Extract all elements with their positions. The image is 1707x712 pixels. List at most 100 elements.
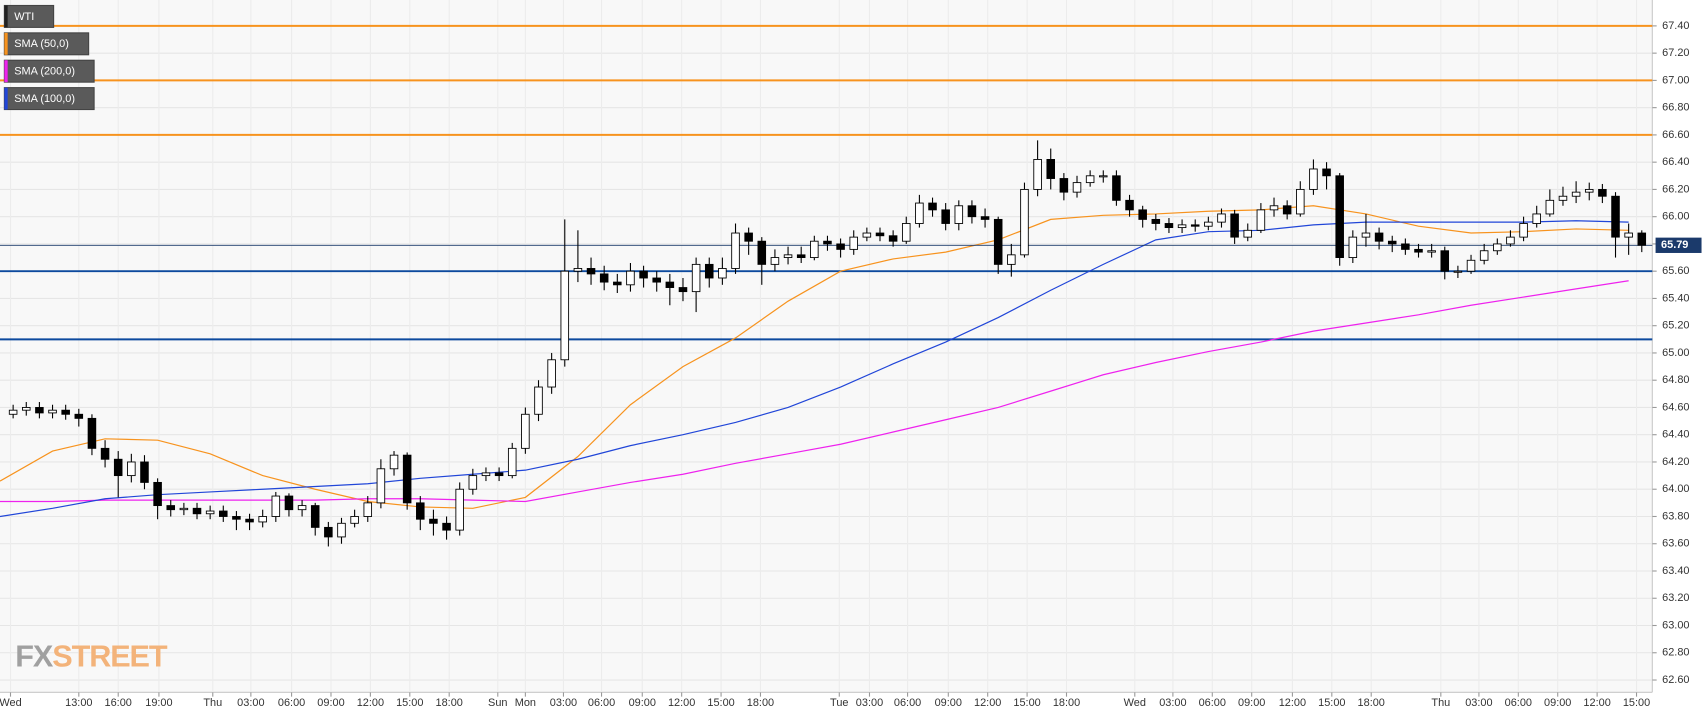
candle-body bbox=[324, 526, 333, 538]
candle-body bbox=[1387, 240, 1397, 245]
y-tick-label: 63.80 bbox=[1662, 510, 1689, 522]
candle-body bbox=[389, 454, 399, 470]
y-tick-label: 62.80 bbox=[1662, 647, 1689, 659]
candle-body bbox=[284, 495, 294, 511]
candle-body bbox=[350, 516, 359, 524]
candle-body bbox=[1532, 213, 1541, 224]
x-tick-label: 13:00 bbox=[65, 697, 92, 709]
candle-body bbox=[1138, 209, 1147, 220]
y-tick-label: 67.00 bbox=[1662, 74, 1689, 86]
watermark-second: STREET bbox=[52, 639, 168, 673]
y-tick-label: 67.40 bbox=[1662, 20, 1689, 32]
x-tick-label: 03:00 bbox=[550, 697, 577, 709]
legend-label: SMA (200,0) bbox=[14, 66, 75, 78]
x-tick-label: 03:00 bbox=[1465, 697, 1492, 709]
legend-swatch bbox=[4, 87, 8, 110]
candle-body bbox=[1112, 175, 1121, 201]
y-tick-label: 64.80 bbox=[1662, 374, 1689, 386]
x-tick-label: 12:00 bbox=[1279, 697, 1306, 709]
candle-body bbox=[1007, 254, 1016, 265]
x-tick-label: 03:00 bbox=[856, 697, 883, 709]
x-tick-label: 06:00 bbox=[278, 697, 305, 709]
candle-body bbox=[1309, 168, 1318, 190]
sma-line bbox=[0, 280, 1629, 503]
candle-body bbox=[718, 268, 727, 279]
candle-body bbox=[494, 472, 504, 477]
candle-body bbox=[1611, 195, 1620, 238]
candle-body bbox=[74, 413, 84, 419]
x-tick-label: 15:00 bbox=[707, 697, 734, 709]
x-tick-label: 09:00 bbox=[629, 697, 656, 709]
legend-swatch bbox=[4, 5, 8, 28]
candle-body bbox=[22, 407, 31, 411]
y-tick-label: 64.60 bbox=[1662, 401, 1689, 413]
candle-body bbox=[599, 273, 609, 283]
candle-body bbox=[271, 495, 281, 517]
candle-body bbox=[1151, 218, 1161, 224]
y-tick-label: 64.20 bbox=[1662, 456, 1689, 468]
candle-body bbox=[1204, 221, 1213, 227]
candle-body bbox=[1348, 236, 1358, 259]
y-tick-label: 63.60 bbox=[1662, 538, 1689, 550]
y-tick-label: 64.40 bbox=[1662, 429, 1689, 441]
candle-body bbox=[100, 447, 110, 460]
candle-body bbox=[862, 232, 872, 238]
candle-body bbox=[245, 518, 254, 523]
candle-body bbox=[547, 359, 556, 388]
candle-body bbox=[363, 502, 373, 517]
candle-body bbox=[731, 232, 740, 269]
candle-body bbox=[691, 263, 701, 293]
candle-body bbox=[665, 281, 675, 288]
candle-body bbox=[258, 516, 267, 523]
x-tick-label: Thu bbox=[203, 697, 222, 709]
candle-body bbox=[875, 232, 885, 237]
candle-body bbox=[8, 409, 18, 415]
x-tick-label: 18:00 bbox=[436, 697, 463, 709]
y-tick-label: 63.40 bbox=[1662, 565, 1689, 577]
y-tick-label: 66.40 bbox=[1662, 156, 1689, 168]
candle-body bbox=[1033, 159, 1042, 190]
x-tick-label: 15:00 bbox=[1318, 697, 1345, 709]
x-tick-label: 09:00 bbox=[935, 697, 962, 709]
candle-body bbox=[1493, 243, 1502, 252]
candle-body bbox=[1164, 223, 1174, 229]
candle-body bbox=[1085, 175, 1095, 184]
x-tick-label: 19:00 bbox=[145, 697, 172, 709]
y-tick-label: 66.00 bbox=[1662, 211, 1689, 223]
candle-body bbox=[521, 413, 530, 449]
candle-body bbox=[1598, 188, 1607, 197]
candle-body bbox=[1558, 195, 1568, 201]
candle-body bbox=[1361, 232, 1371, 238]
candle-body bbox=[337, 522, 346, 538]
candle-body bbox=[442, 522, 451, 531]
candle-body bbox=[1479, 250, 1489, 261]
candle-body bbox=[1335, 175, 1344, 259]
last-price-label: 65.79 bbox=[1661, 239, 1688, 251]
candle-body bbox=[429, 518, 438, 524]
candle-body bbox=[455, 488, 464, 531]
candle-body bbox=[1571, 191, 1581, 197]
x-tick-label: 03:00 bbox=[237, 697, 264, 709]
candle-body bbox=[967, 205, 977, 218]
candle-body bbox=[140, 461, 149, 483]
candle-body bbox=[1099, 175, 1108, 178]
candle-body bbox=[993, 218, 1003, 265]
candle-body bbox=[626, 270, 635, 286]
candle-body bbox=[1440, 250, 1450, 272]
x-tick-label: 12:00 bbox=[668, 697, 695, 709]
candle-body bbox=[507, 447, 517, 477]
candle-body bbox=[1230, 213, 1239, 238]
y-tick-label: 65.20 bbox=[1662, 320, 1689, 332]
candle-body bbox=[1624, 232, 1633, 238]
x-tick-label: 09:00 bbox=[317, 697, 344, 709]
y-tick-label: 66.20 bbox=[1662, 183, 1689, 195]
candle-body bbox=[849, 236, 858, 250]
candle-body bbox=[796, 254, 806, 259]
candle-body bbox=[1296, 188, 1305, 215]
candle-body bbox=[1282, 205, 1292, 215]
candle-body bbox=[941, 209, 950, 224]
candle-body bbox=[823, 240, 832, 245]
candle-body bbox=[376, 468, 386, 504]
x-tick-label: Sun bbox=[488, 697, 507, 709]
x-tick-label: 06:00 bbox=[1505, 697, 1532, 709]
